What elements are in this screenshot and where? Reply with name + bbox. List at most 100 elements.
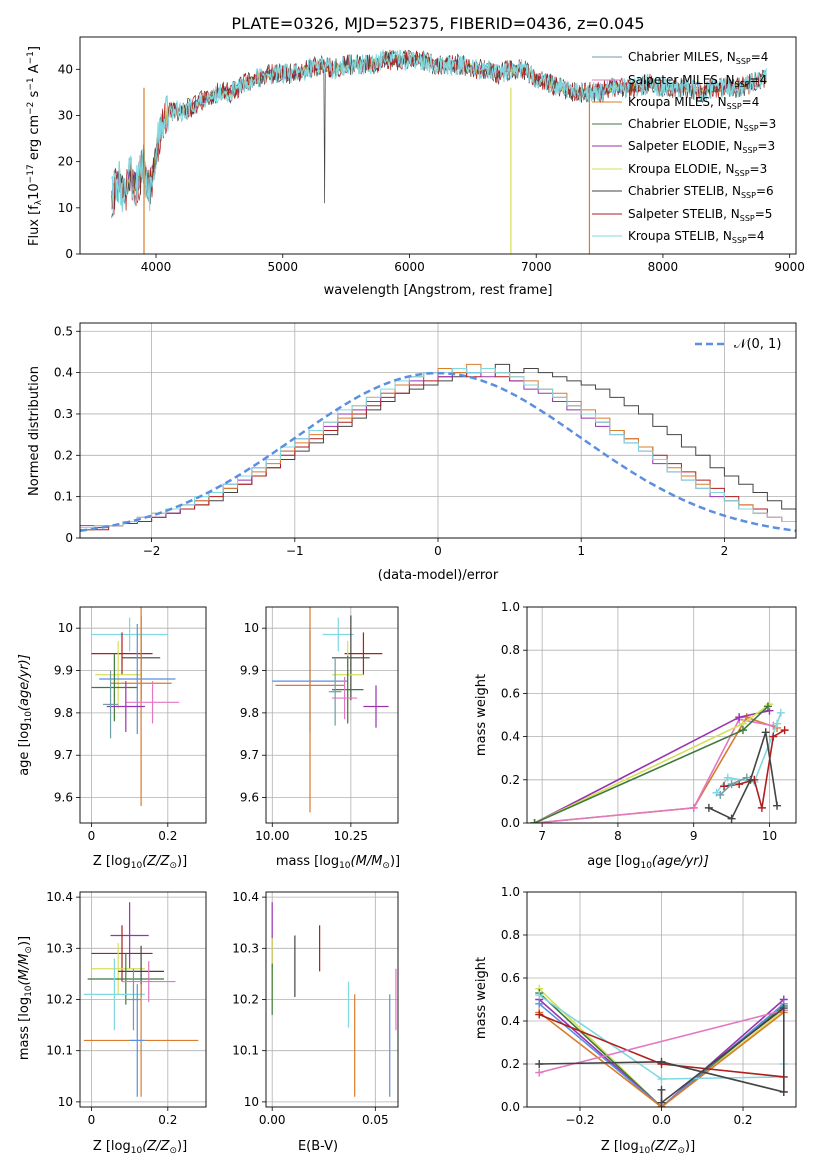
legend-entry: Kroupa MILES, NSSP=4	[592, 95, 759, 111]
svg-text:Kroupa ELODIE, NSSP=3: Kroupa ELODIE, NSSP=3	[628, 162, 767, 178]
x-tick-label: 0.0	[652, 1113, 671, 1127]
histogram-series	[80, 363, 796, 538]
data-point	[275, 607, 345, 813]
weight-point-marker	[761, 728, 770, 737]
x-tick-label: 0	[88, 829, 96, 843]
weight-point-marker	[757, 803, 766, 812]
x-tick-label: 0.2	[733, 1113, 752, 1127]
y-tick-label: 30	[58, 108, 73, 122]
weight-series-line	[534, 718, 774, 823]
weight-series	[530, 702, 772, 823]
data-point	[328, 657, 342, 726]
x-tick-label: 10	[762, 829, 777, 843]
weight-point-marker	[779, 1087, 788, 1096]
weight-point-marker	[535, 1068, 544, 1077]
x-tick-label: 0.05	[362, 1113, 389, 1127]
data-point	[110, 902, 149, 969]
y-tick-label: 0.4	[54, 366, 73, 380]
x-tick-label: 0	[434, 544, 442, 558]
weight-point-marker	[727, 780, 736, 789]
y-tick-label: 0.3	[54, 407, 73, 421]
residual-panel: −2 −1 0 1 2 0 0.1 0.2 0.3 0.4 0.5 (data-model)/err…	[27, 322, 797, 583]
y-tick-label: 0.8	[501, 643, 520, 657]
age-vs-mass-xlabel: mass [log10(M/M⊙)]	[276, 854, 400, 871]
weight-point-marker	[773, 719, 782, 728]
svg-text:Chabrier MILES, NSSP=4: Chabrier MILES, NSSP=4	[628, 50, 768, 66]
weight-point-marker	[530, 819, 539, 823]
x-tick-label: −2	[143, 544, 161, 558]
y-tick-label: 0	[65, 531, 73, 545]
legend-entry: Chabrier ELODIE, NSSP=3	[592, 117, 776, 133]
legend-entry: Chabrier MILES, NSSP=4	[592, 50, 768, 66]
data-point	[129, 984, 145, 1097]
weight-point-marker	[742, 713, 751, 722]
weight-point-marker	[763, 702, 772, 711]
y-tick-label: 9.9	[54, 664, 73, 678]
y-tick-label: 10	[58, 201, 73, 215]
weight-vs-z-ylabel: mass weight	[474, 957, 489, 1039]
y-tick-label: 0.4	[501, 1014, 520, 1028]
weight-vs-z-plot-area: −0.2 0.0 0.2 0.0 0.2 0.4 0.6 0.8 1.0	[501, 885, 797, 1127]
y-tick-label: 20	[58, 155, 73, 169]
y-tick-label: 1.0	[501, 600, 520, 614]
y-tick-label: 9.6	[54, 791, 73, 805]
y-tick-label: 10	[58, 621, 73, 635]
y-tick-label: 10.2	[232, 993, 259, 1007]
data-point	[110, 607, 172, 807]
weight-point-marker	[769, 732, 778, 741]
weight-vs-z-panel: −0.2 0.0 0.2 0.0 0.2 0.4 0.6 0.8 1.0 Z [log10(Z/…	[474, 885, 797, 1156]
mass-vs-z-panel: 0 0.2 10 10.1 10.2 10.3 10.4 Z [log10(Z/Z⊙)] m…	[17, 890, 207, 1156]
spectrum-ylabel: Flux [fλ10−17 erg cm−2 s−1 A−1]	[26, 46, 44, 246]
svg-text:Kroupa MILES, NSSP=4: Kroupa MILES, NSSP=4	[628, 95, 759, 111]
y-tick-label: 10	[244, 621, 259, 635]
y-tick-label: 40	[58, 62, 73, 76]
weight-point-marker	[738, 726, 747, 735]
y-tick-label: 9.6	[240, 791, 259, 805]
weight-series-line	[538, 1003, 785, 1107]
weight-point-marker	[727, 814, 736, 823]
y-tick-label: 0.2	[54, 448, 73, 462]
weight-series	[720, 726, 789, 812]
x-tick-label: 0.2	[158, 829, 177, 843]
data-point	[99, 623, 176, 735]
weight-vs-age-plot-area: 7 8 9 10 0.0 0.2 0.4 0.6 0.8 1.0	[501, 600, 797, 843]
residual-legend: 𝒩(0, 1)	[695, 337, 781, 352]
weight-point-marker	[535, 1010, 544, 1019]
weight-point-marker	[716, 790, 725, 799]
data-point	[332, 676, 358, 720]
data-point	[332, 615, 370, 701]
svg-text:Salpeter ELODIE, NSSP=3: Salpeter ELODIE, NSSP=3	[628, 139, 775, 155]
y-tick-label: 0.1	[54, 490, 73, 504]
data-point	[83, 958, 145, 1031]
y-tick-label: 0.6	[501, 971, 520, 985]
mass-vs-ebv-panel: 0.00 0.05 10 10.1 10.2 10.3 10.4 E(B-V)	[232, 890, 399, 1154]
axes-frame	[265, 606, 399, 824]
y-tick-label: 0.2	[501, 773, 520, 787]
axes-frame	[265, 891, 399, 1108]
weight-point-marker	[704, 803, 713, 812]
data-point	[91, 925, 153, 982]
y-tick-label: 10.3	[46, 941, 73, 955]
y-tick-label: 10.4	[46, 890, 73, 904]
spectrum-legend: Chabrier MILES, NSSP=4 Salpeter MILES, N…	[592, 50, 776, 245]
axes-frame	[79, 36, 797, 255]
y-tick-label: 10.2	[46, 993, 73, 1007]
legend-entry: Salpeter MILES, NSSP=4	[592, 73, 767, 89]
x-tick-label: 0.2	[158, 1113, 177, 1127]
axes-frame	[526, 891, 797, 1108]
y-tick-label: 10.1	[46, 1044, 73, 1058]
residual-xlabel: (data-model)/error	[378, 568, 499, 583]
y-tick-label: 0.8	[501, 928, 520, 942]
data-point	[322, 617, 354, 652]
axes-frame	[79, 891, 207, 1108]
x-tick-label: 10.25	[334, 829, 368, 843]
age-vs-z-panel: 0 0.2 9.6 9.7 9.8 9.9 10 Z [log10(Z/Z⊙)] age […	[17, 606, 207, 871]
age-vs-z-xlabel: Z [log10(Z/Z⊙)]	[93, 854, 187, 871]
y-tick-label: 0.6	[501, 686, 520, 700]
spectrum-plot-area: 4000 5000 6000 7000 8000 9000 0 10 20 30 40	[58, 36, 805, 274]
weight-point-marker	[657, 1098, 666, 1107]
data-point	[95, 640, 142, 709]
y-tick-label: 10	[58, 1095, 73, 1109]
y-tick-label: 0.2	[501, 1057, 520, 1071]
axes-frame	[79, 606, 207, 824]
